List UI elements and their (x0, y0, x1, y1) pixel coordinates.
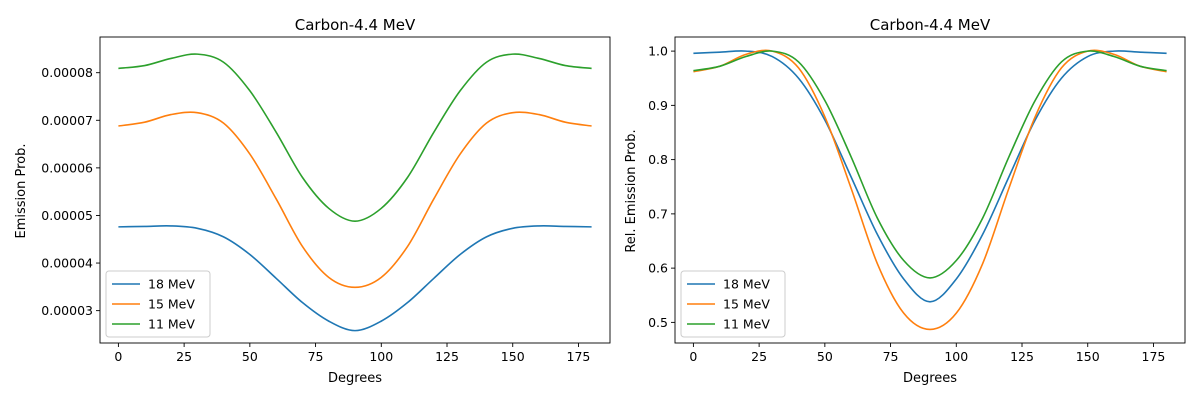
legend-label: 15 MeV (148, 297, 195, 312)
plot-frame (674, 36, 1186, 344)
y-tick-label: 1.0 (648, 44, 668, 59)
x-tick-label: 175 (567, 349, 591, 364)
legend-label: 15 MeV (723, 297, 770, 312)
y-tick-label: 0.7 (648, 206, 668, 221)
y-tick-label: 0.00005 (41, 208, 93, 223)
y-tick-label: 0.5 (648, 315, 668, 330)
y-tick-label: 0.00004 (41, 256, 93, 271)
legend-label: 11 MeV (148, 317, 195, 332)
x-tick-label: 50 (817, 349, 833, 364)
y-tick-label: 0.00003 (41, 303, 93, 318)
x-tick-label: 100 (369, 349, 393, 364)
legend-box (105, 270, 211, 338)
series-line (118, 225, 592, 332)
series-line (118, 53, 592, 222)
y-tick-label: 0.00008 (41, 65, 93, 80)
y-tick-label: 0.6 (648, 261, 668, 276)
x-tick-label: 125 (1010, 349, 1034, 364)
x-tick-label: 0 (114, 349, 122, 364)
chart-title: Carbon-4.4 MeV (870, 16, 991, 34)
x-tick-label: 25 (751, 349, 767, 364)
x-tick-label: 75 (883, 349, 899, 364)
x-tick-label: 100 (944, 349, 968, 364)
legend-label: 11 MeV (723, 317, 770, 332)
x-tick-label: 150 (501, 349, 525, 364)
chart-title: Carbon-4.4 MeV (295, 16, 416, 34)
x-tick-label: 25 (176, 349, 192, 364)
series-line (693, 50, 1167, 279)
plot-frame (99, 36, 611, 344)
legend-label: 18 MeV (723, 277, 770, 292)
legend: 18 MeV 15 MeV 11 MeV (680, 270, 786, 338)
series-line (693, 50, 1167, 303)
x-tick-label: 75 (308, 349, 324, 364)
series-line (118, 111, 592, 289)
x-tick-label: 0 (689, 349, 697, 364)
x-tick-label: 50 (242, 349, 258, 364)
plot-area: 0 25 50 75 100 125 150 175 0.5 0.6 0.7 0.8 0.9 1.0 18 … (648, 36, 1186, 364)
x-axis-label: Degrees (328, 371, 382, 386)
x-tick-label: 125 (435, 349, 459, 364)
y-axis-label: Emission Prob. (14, 144, 29, 239)
x-tick-label: 175 (1142, 349, 1166, 364)
chart-emission-prob: Carbon-4.4 MeV 0 25 50 75 100 125 150 175 0.0000… (14, 16, 611, 386)
legend-label: 18 MeV (148, 277, 195, 292)
y-tick-label: 0.00007 (41, 113, 93, 128)
chart-rel-emission-prob: Carbon-4.4 MeV 0 25 50 75 100 125 150 175 0.5 0.6… (624, 16, 1186, 386)
x-tick-label: 150 (1076, 349, 1100, 364)
legend-box (680, 270, 786, 338)
y-tick-label: 0.8 (648, 152, 668, 167)
y-tick-label: 0.9 (648, 98, 668, 113)
x-axis-label: Degrees (903, 371, 957, 386)
legend: 18 MeV 15 MeV 11 MeV (105, 270, 211, 338)
plot-area: 0 25 50 75 100 125 150 175 0.00003 0.00004 0.00005… (41, 36, 611, 364)
y-axis-label: Rel. Emission Prob. (624, 129, 639, 252)
y-tick-label: 0.00006 (41, 160, 93, 175)
